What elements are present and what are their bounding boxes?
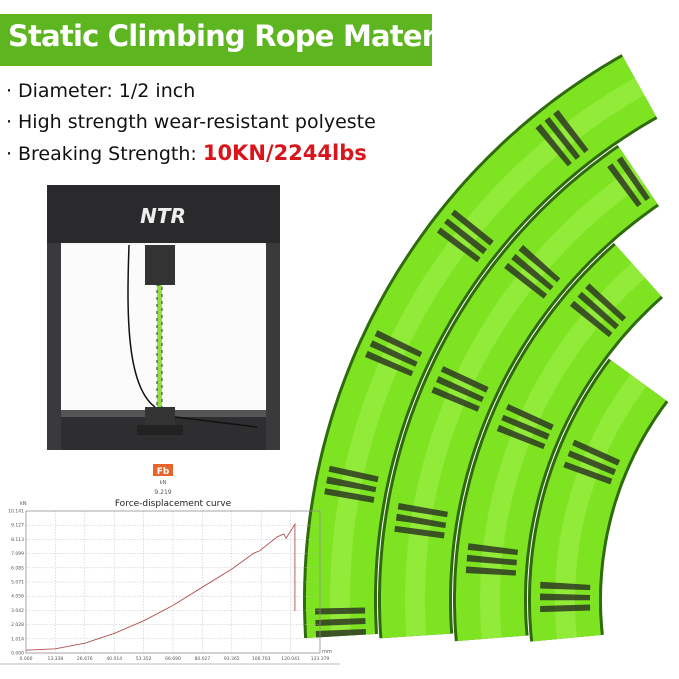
- plot-frame: [25, 510, 321, 654]
- x-tick-label: 26.676: [77, 656, 93, 662]
- force-displacement-chart: Fb kN 9.219 Force-displacement curve kN …: [0, 464, 340, 665]
- fb-badge-label: Fb: [157, 467, 170, 477]
- spec-text: Breaking Strength:: [18, 143, 203, 165]
- y-tick-label: 8.113: [11, 537, 24, 543]
- spec-text: High strength wear-resistant polyeste: [18, 111, 376, 133]
- tensile-test-machine-image: NTR: [47, 185, 280, 450]
- y-tick-label: 3.042: [11, 608, 24, 614]
- breaking-strength-value: 10KN/2244lbs: [202, 141, 367, 165]
- x-tick-label: 133.379: [311, 656, 330, 662]
- x-tick-label: 106.703: [252, 656, 271, 662]
- y-tick-label: 10.141: [8, 509, 24, 515]
- x-tick-label: 40.014: [106, 656, 122, 662]
- rope-coil: [555, 374, 647, 640]
- x-tick-label: 120.041: [281, 656, 300, 662]
- spec-breaking-strength: · Breaking Strength: 10KN/2244lbs: [6, 141, 367, 165]
- y-tick-label: 0.000: [11, 651, 24, 657]
- x-tick-label: 53.352: [136, 656, 152, 662]
- y-tick-label: 4.056: [11, 594, 24, 600]
- y-tick-label: 2.028: [11, 622, 24, 628]
- page-title: Static Climbing Rope Material: [8, 19, 473, 53]
- chart-title: Force-displacement curve: [115, 499, 232, 509]
- spec-list: · Diameter: 1/2 inch · High strength wear-…: [6, 76, 376, 169]
- x-tick-label: 13.338: [48, 656, 64, 662]
- peak-value: 9.219: [154, 489, 171, 496]
- force-curve: [25, 522, 296, 651]
- x-tick-label: 66.690: [165, 656, 181, 662]
- spec-text: Diameter: 1/2 inch: [18, 80, 196, 102]
- y-tick-label: 9.127: [11, 523, 24, 529]
- spec-diameter: · Diameter: 1/2 inch: [6, 80, 196, 102]
- machine-brand-logo: NTR: [140, 204, 186, 228]
- x-tick-label: 80.027: [195, 656, 211, 662]
- x-tick-label: 93.365: [224, 656, 240, 662]
- fb-unit: kN: [160, 480, 167, 486]
- rope-coil: [465, 251, 656, 641]
- x-tick-label: 0.000: [20, 656, 33, 662]
- y-tick-label: 1.014: [11, 636, 24, 642]
- y-tick-label: 7.099: [11, 551, 24, 557]
- fb-badge: [153, 464, 173, 476]
- y-axis-label: kN: [20, 501, 27, 507]
- x-axis-label: mm: [322, 649, 332, 655]
- rope-coil: [405, 167, 644, 637]
- y-tick-label: 5.071: [11, 580, 24, 586]
- title-banner: Static Climbing Rope Material: [0, 14, 473, 66]
- spec-material: · High strength wear-resistant polyeste: [6, 111, 376, 133]
- rope-coil: [330, 77, 645, 637]
- y-tick-label: 6.085: [11, 565, 24, 571]
